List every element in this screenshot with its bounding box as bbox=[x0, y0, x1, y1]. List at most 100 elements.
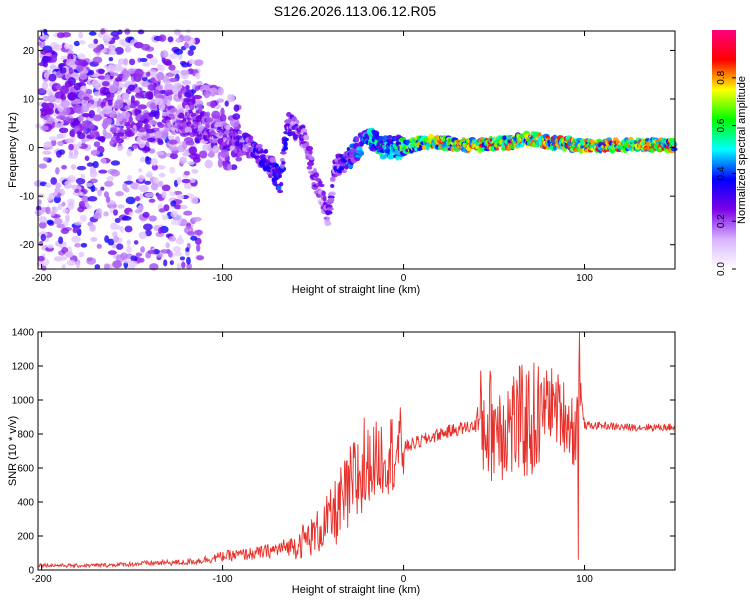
spectrogram-cell bbox=[77, 53, 86, 60]
snr-frame bbox=[37, 331, 676, 571]
spectrogram-cell bbox=[107, 238, 115, 246]
spectrogram-cell bbox=[189, 45, 197, 51]
spectrogram-cell bbox=[134, 196, 141, 202]
spectrogram-cell bbox=[45, 102, 55, 110]
spectrogram-cell bbox=[102, 105, 113, 115]
spectrogram-cell bbox=[174, 28, 181, 36]
y-tick-label: 1000 bbox=[12, 396, 35, 407]
snr-plot-area bbox=[38, 332, 675, 570]
spectrogram-cell bbox=[105, 91, 111, 99]
spectrogram-cell bbox=[198, 150, 208, 159]
spectrogram-cell bbox=[198, 104, 203, 113]
spectrogram-cell bbox=[40, 109, 48, 117]
spectrogram-cell bbox=[81, 195, 90, 203]
y-tick-label: 0 bbox=[28, 143, 34, 154]
spectrogram-cell bbox=[45, 183, 52, 188]
spectrogram-cell bbox=[62, 107, 71, 116]
spectrogram-cell bbox=[303, 135, 309, 140]
spectrogram-cell bbox=[183, 182, 193, 190]
spectrogram-cell bbox=[122, 92, 130, 101]
spectrogram-cell bbox=[186, 263, 192, 270]
spectrogram-cell bbox=[181, 261, 186, 269]
spectrogram-cell bbox=[71, 235, 81, 243]
spectrogram-cell bbox=[100, 158, 107, 164]
spectrogram-cell bbox=[67, 175, 76, 183]
spectrogram-cell bbox=[49, 54, 58, 63]
spectrogram-cell bbox=[64, 138, 74, 144]
spectrogram-cell bbox=[330, 183, 335, 189]
spectrogram-cell bbox=[88, 31, 97, 36]
y-tick-label: 200 bbox=[17, 532, 34, 543]
spectrogram-cell bbox=[170, 200, 177, 207]
spectrogram-cell bbox=[192, 94, 203, 100]
spectrogram-cell bbox=[54, 123, 64, 128]
spectrogram-cell bbox=[139, 57, 148, 63]
spectrogram-cell bbox=[176, 177, 182, 185]
colorbar-tick-label: 0.8 bbox=[716, 70, 727, 84]
spectrogram-cell bbox=[122, 72, 129, 81]
spectrogram-cell bbox=[194, 229, 203, 236]
spectrogram-cell bbox=[55, 84, 62, 91]
spectrogram-cell bbox=[175, 119, 183, 124]
spectrogram-cell bbox=[176, 109, 180, 115]
spectrogram-cell bbox=[113, 209, 118, 216]
spectrogram-cell bbox=[155, 151, 165, 156]
spectrogram-cell bbox=[145, 71, 151, 77]
spectrogram-cell bbox=[135, 252, 143, 257]
spectrogram-cell bbox=[510, 139, 513, 146]
spectrogram-cell bbox=[224, 100, 229, 107]
spectrogram-cell bbox=[74, 60, 82, 66]
spectrogram-cell bbox=[116, 113, 124, 122]
spectrogram-cell bbox=[86, 162, 95, 167]
spectrogram-cell bbox=[283, 141, 288, 148]
spectrogram-cell bbox=[103, 191, 109, 198]
spectrogram-cell bbox=[503, 140, 506, 147]
spectrogram-cell bbox=[226, 163, 233, 171]
spectrogram-cell bbox=[230, 164, 238, 171]
spectrogram-cell bbox=[101, 81, 110, 87]
spectrogram-cell bbox=[86, 257, 97, 265]
spectrogram-cell bbox=[188, 177, 196, 184]
spectrogram-cell bbox=[426, 139, 429, 146]
spectrogram-cell bbox=[77, 141, 82, 148]
spectrogram-cell bbox=[146, 171, 153, 178]
spectrogram-cell bbox=[105, 196, 111, 203]
x-tick-label: -100 bbox=[213, 574, 233, 585]
spectrogram-cell bbox=[205, 123, 210, 129]
spectrogram-cell bbox=[158, 208, 166, 213]
spectrogram-cell bbox=[53, 195, 61, 204]
spectrogram-cell bbox=[150, 182, 159, 191]
spectrogram-cell bbox=[130, 255, 138, 262]
spectrogram-cell bbox=[232, 113, 241, 120]
spectrogram-cell bbox=[97, 136, 105, 141]
spectrogram-cell bbox=[86, 103, 92, 108]
spectrogram-cell bbox=[48, 192, 56, 200]
spectrogram-cell bbox=[178, 107, 185, 114]
spectrogram-cell bbox=[124, 128, 133, 138]
spectrogram-cell bbox=[61, 31, 72, 38]
x-tick-label: -200 bbox=[32, 273, 52, 284]
spectrogram-cell bbox=[154, 97, 164, 106]
spectrogram-cell bbox=[75, 177, 86, 185]
spectrogram-cell bbox=[308, 155, 315, 161]
spectrogram-cell bbox=[37, 199, 42, 205]
spectrogram-cell bbox=[237, 130, 243, 135]
spectrogram-cell bbox=[72, 226, 80, 232]
spectrogram-cell bbox=[119, 39, 126, 45]
spectrogram-cell bbox=[45, 206, 51, 215]
spectrogram-cell bbox=[60, 99, 70, 108]
spectrogram-cell bbox=[151, 98, 156, 103]
spectrogram-cell bbox=[184, 104, 190, 110]
spectrogram-cell bbox=[278, 174, 282, 179]
y-tick-label: 0 bbox=[28, 566, 34, 577]
spectrogram-cell bbox=[78, 31, 84, 39]
spectrogram-cell bbox=[318, 183, 325, 188]
spectrogram-cell bbox=[229, 118, 240, 128]
spectrogram-cell bbox=[179, 156, 187, 164]
x-tick-label: 100 bbox=[576, 574, 593, 585]
spectrogram-cell bbox=[126, 148, 133, 157]
spectrogram-cell bbox=[89, 224, 96, 232]
spectrogram-cell bbox=[110, 109, 117, 119]
spectrogram-cell bbox=[150, 158, 158, 166]
